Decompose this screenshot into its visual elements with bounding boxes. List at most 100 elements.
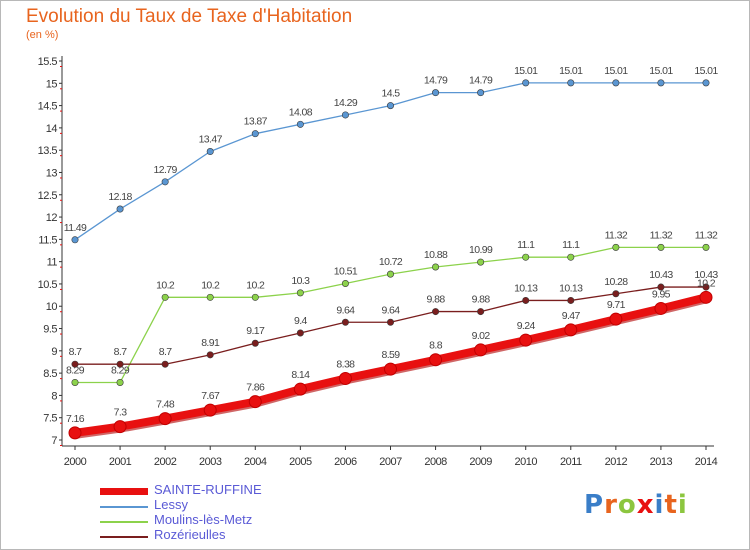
data-point (161, 360, 169, 368)
data-point (386, 102, 394, 110)
logo-letter: i (654, 490, 665, 520)
data-label: 10.99 (469, 244, 493, 256)
data-point (386, 318, 394, 326)
data-label: 8.7 (69, 346, 83, 358)
data-point (429, 353, 443, 367)
data-label: 11.32 (650, 229, 673, 241)
y-tick-label: 8.5 (43, 368, 57, 380)
x-tick-label: 2014 (695, 456, 718, 468)
data-label: 10.2 (201, 279, 220, 291)
data-label: 7.3 (114, 407, 128, 419)
y-tick-label: 9 (51, 346, 57, 358)
y-tick-label: 12.5 (38, 190, 58, 202)
data-point (296, 120, 304, 128)
data-point (477, 308, 485, 316)
x-tick-label: 2009 (469, 456, 492, 468)
legend-label: Rozérieulles (154, 527, 226, 542)
legend-label: Lessy (154, 497, 188, 512)
data-point (474, 343, 488, 357)
data-point (657, 243, 665, 251)
data-point (161, 293, 169, 301)
x-tick-label: 2010 (514, 456, 537, 468)
data-point (477, 258, 485, 266)
data-point (702, 283, 710, 291)
y-tick-label: 15 (46, 78, 58, 90)
data-point (657, 79, 665, 87)
data-point (248, 395, 262, 409)
data-point (567, 296, 575, 304)
data-label: 9.47 (562, 310, 581, 322)
data-label: 8.38 (336, 358, 355, 370)
data-point (71, 360, 79, 368)
data-label: 9.24 (517, 320, 536, 332)
data-label: 10.28 (604, 276, 628, 288)
data-label: 8.14 (291, 369, 310, 381)
x-tick-label: 2012 (605, 456, 628, 468)
y-tick-label: 14 (46, 123, 58, 135)
data-label: 7.16 (66, 413, 85, 425)
y-tick-label: 8 (51, 390, 57, 402)
data-point (71, 236, 79, 244)
data-point (522, 296, 530, 304)
data-label: 11.32 (605, 229, 628, 241)
y-tick-label: 11.5 (38, 234, 57, 246)
chart-title: Evolution du Taux de Taxe d'Habitation (26, 6, 353, 27)
data-point (702, 243, 710, 251)
data-label: 11.49 (64, 222, 87, 234)
data-label: 15.01 (649, 65, 673, 77)
data-point (567, 79, 575, 87)
data-label: 11.1 (517, 239, 535, 251)
data-label: 10.51 (334, 265, 358, 277)
data-point (206, 293, 214, 301)
data-label: 15.01 (514, 65, 538, 77)
data-label: 9.88 (472, 294, 491, 306)
data-point (432, 89, 440, 97)
data-point (71, 378, 79, 386)
data-point (206, 351, 214, 359)
data-point (116, 378, 124, 386)
legend-swatch (100, 488, 148, 495)
logo-letter: i (677, 490, 688, 520)
data-point (564, 323, 578, 337)
data-label: 9.71 (607, 299, 626, 311)
legend-swatch (100, 521, 148, 523)
data-label: 8.7 (159, 346, 173, 358)
data-label: 8.59 (381, 349, 400, 361)
data-point (477, 89, 485, 97)
logo-letter: o (617, 490, 637, 520)
data-label: 14.29 (334, 97, 358, 109)
data-label: 9.64 (336, 304, 355, 316)
logo-letter: x (636, 490, 655, 520)
data-label: 13.87 (244, 116, 268, 128)
data-label: 8.8 (429, 340, 443, 352)
data-label: 8.29 (66, 364, 85, 376)
data-point (251, 339, 259, 347)
y-tick-label: 7 (51, 435, 57, 447)
y-tick-label: 15.5 (38, 56, 58, 68)
data-point (206, 148, 214, 156)
data-point (432, 263, 440, 271)
data-label: 9.88 (427, 294, 446, 306)
data-label: 11.1 (562, 239, 580, 251)
data-point (68, 426, 82, 440)
x-tick-label: 2007 (379, 456, 402, 468)
data-point (384, 362, 397, 376)
data-point (654, 301, 668, 315)
data-label: 14.79 (424, 75, 448, 87)
data-point (699, 290, 713, 304)
data-label: 10.2 (156, 279, 175, 291)
data-point (158, 412, 172, 426)
data-label: 14.79 (469, 75, 493, 87)
y-tick-label: 10 (46, 301, 58, 313)
x-tick-label: 2001 (109, 456, 132, 468)
data-label: 9.02 (472, 330, 491, 342)
data-label: 9.17 (246, 325, 265, 337)
data-label: 11.32 (695, 229, 718, 241)
x-tick-label: 2005 (289, 456, 312, 468)
data-label: 8.29 (111, 364, 130, 376)
data-label: 9.95 (652, 288, 671, 300)
data-label: 10.13 (514, 282, 538, 294)
data-label: 7.67 (201, 390, 220, 402)
data-point (296, 289, 304, 297)
x-tick-label: 2013 (650, 456, 673, 468)
